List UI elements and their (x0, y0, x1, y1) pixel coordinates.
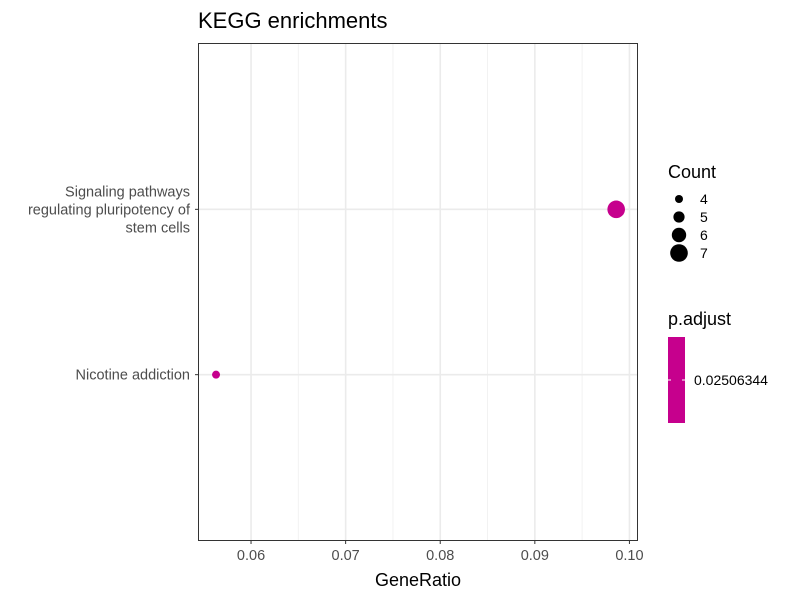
x-tick-label: 0.09 (521, 548, 549, 564)
x-axis-title: GeneRatio (375, 570, 461, 590)
x-tick-label: 0.06 (237, 548, 265, 564)
size-legend-title: Count (668, 162, 716, 182)
size-legend-label: 6 (700, 227, 708, 243)
y-axis: Signaling pathways regulating pluripotenc… (28, 184, 199, 384)
size-legend-label: 7 (700, 245, 708, 261)
size-legend-label: 5 (700, 209, 708, 225)
color-legend-label: 0.02506344 (694, 372, 768, 388)
gridlines (199, 44, 637, 540)
size-legend: Count 4 5 6 7 (668, 162, 716, 262)
data-point (607, 200, 625, 219)
y-tick-label: Nicotine addiction (76, 368, 190, 384)
size-legend-key (673, 211, 685, 223)
x-tick-label: 0.10 (615, 548, 643, 564)
data-points (212, 200, 625, 379)
x-tick-label: 0.08 (426, 548, 454, 564)
size-legend-key (671, 227, 687, 243)
x-tick-label: 0.07 (332, 548, 360, 564)
size-legend-key (670, 244, 688, 262)
y-tick-label: Signaling pathways regulating pluripotenc… (28, 184, 191, 236)
data-point (212, 370, 221, 379)
color-legend-bar (668, 337, 685, 423)
color-legend: p.adjust 0.02506344 (668, 309, 768, 423)
chart-title: KEGG enrichments (198, 8, 388, 33)
size-legend-label: 4 (700, 191, 708, 207)
x-axis: 0.06 0.07 0.08 0.09 0.10 (237, 540, 644, 564)
color-legend-title: p.adjust (668, 309, 731, 329)
plot-panel-border (198, 43, 638, 541)
size-legend-key (675, 195, 683, 203)
